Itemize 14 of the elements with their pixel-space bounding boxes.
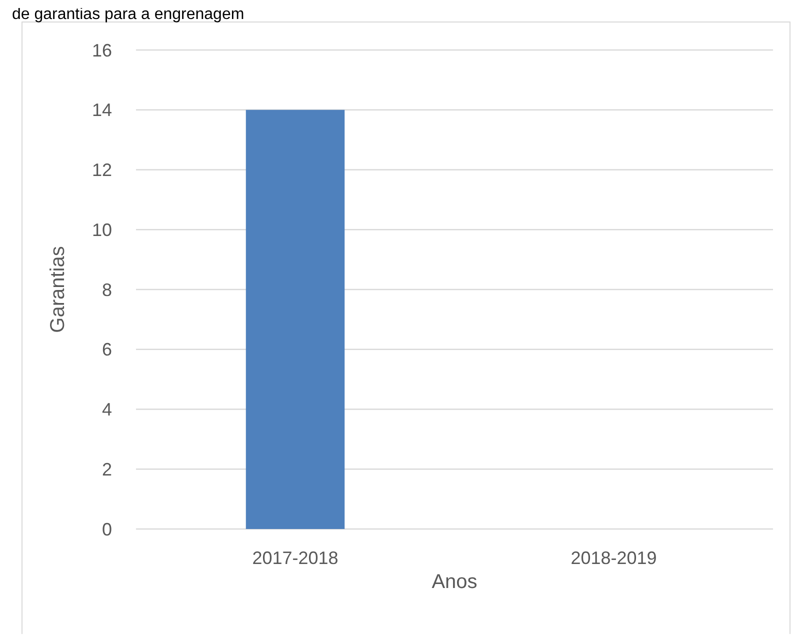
y-tick-label: 16: [92, 40, 112, 60]
x-tick-label: 2017-2018: [252, 548, 338, 568]
x-axis-title: Anos: [432, 571, 478, 593]
y-tick-label: 12: [92, 160, 112, 180]
y-tick-label: 4: [102, 400, 112, 420]
y-tick-label: 10: [92, 220, 112, 240]
y-axis-title: Garantias: [47, 246, 69, 333]
x-tick-label: 2018-2019: [570, 548, 657, 568]
y-tick-label: 8: [102, 280, 112, 300]
y-tick-label: 6: [102, 340, 112, 360]
y-tick-label: 14: [92, 100, 112, 120]
y-tick-label: 0: [102, 519, 112, 540]
y-tick-label: 2: [102, 459, 112, 480]
chart-title: de garantias para a engrenagem: [12, 6, 244, 24]
